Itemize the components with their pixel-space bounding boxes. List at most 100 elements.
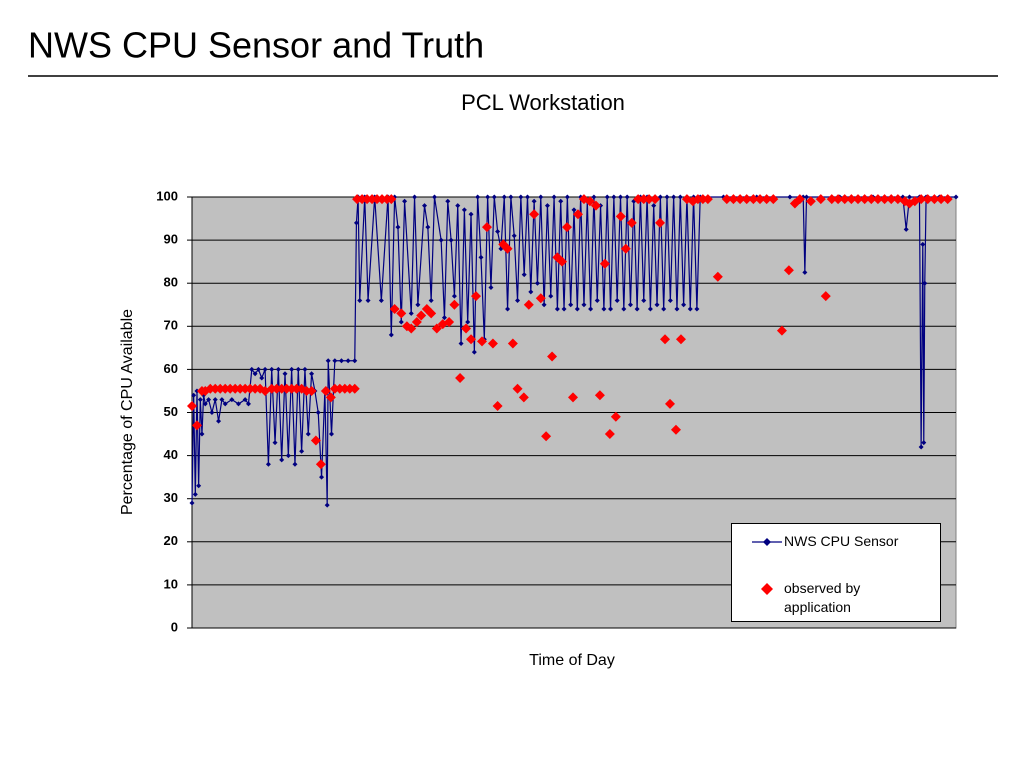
data-point xyxy=(650,194,661,205)
data-point xyxy=(531,198,537,204)
data-point xyxy=(872,194,883,205)
data-point xyxy=(608,306,614,312)
data-point xyxy=(315,410,321,415)
data-point xyxy=(839,194,850,205)
data-point xyxy=(571,207,577,213)
data-point xyxy=(918,444,924,450)
data-point xyxy=(455,373,466,384)
data-point xyxy=(594,390,605,401)
data-point xyxy=(386,194,397,205)
y-tick-label: 80 xyxy=(164,275,178,290)
data-point xyxy=(192,491,198,497)
data-point xyxy=(529,209,540,220)
data-point xyxy=(197,397,203,403)
data-point xyxy=(524,194,530,200)
data-point xyxy=(671,194,677,200)
data-point xyxy=(491,194,497,200)
data-point xyxy=(647,306,653,312)
data-point xyxy=(568,392,579,403)
data-point xyxy=(515,297,521,303)
data-point xyxy=(471,349,477,355)
data-point xyxy=(554,306,560,312)
data-point xyxy=(285,453,291,459)
data-point xyxy=(615,211,626,222)
data-point xyxy=(655,217,666,228)
data-point xyxy=(466,334,477,345)
data-point xyxy=(728,194,739,205)
data-point xyxy=(558,198,564,204)
legend-symbol xyxy=(761,583,773,595)
data-point xyxy=(389,304,400,315)
data-point xyxy=(921,440,927,446)
y-tick-label: 60 xyxy=(164,361,178,376)
data-point xyxy=(572,209,583,220)
data-point xyxy=(411,316,422,327)
y-tick-label: 0 xyxy=(171,619,178,634)
data-point xyxy=(508,194,514,200)
data-point xyxy=(929,194,940,205)
data-point xyxy=(485,194,491,200)
data-point xyxy=(604,194,610,200)
data-point xyxy=(212,397,218,403)
data-point xyxy=(518,392,529,403)
data-point xyxy=(670,424,681,435)
data-point xyxy=(219,397,225,403)
data-point xyxy=(535,293,546,304)
data-point xyxy=(677,194,683,200)
data-point xyxy=(920,241,926,247)
y-tick-label: 20 xyxy=(164,533,178,548)
y-tick-label: 70 xyxy=(164,318,178,333)
data-point xyxy=(396,308,407,319)
data-point xyxy=(461,323,472,334)
data-point xyxy=(936,194,947,205)
data-point xyxy=(833,194,844,205)
data-point xyxy=(886,194,897,205)
data-point xyxy=(302,366,308,372)
data-point xyxy=(826,194,837,205)
data-point xyxy=(815,194,826,205)
data-point xyxy=(694,306,700,312)
data-point xyxy=(402,198,408,204)
data-point xyxy=(431,323,442,334)
data-point xyxy=(590,200,601,211)
data-point xyxy=(349,383,360,394)
data-point xyxy=(353,220,359,226)
data-point xyxy=(299,448,305,454)
data-point xyxy=(551,194,557,200)
data-point xyxy=(481,222,492,233)
data-point xyxy=(805,196,816,207)
data-point xyxy=(468,211,474,217)
data-point xyxy=(438,237,444,243)
data-point xyxy=(265,461,271,467)
data-point xyxy=(528,289,534,295)
data-point xyxy=(518,194,524,200)
data-point xyxy=(324,502,330,508)
data-point xyxy=(187,401,197,412)
data-point xyxy=(755,194,766,205)
data-point xyxy=(365,297,371,303)
data-point xyxy=(448,237,454,243)
data-point xyxy=(310,435,321,446)
data-point xyxy=(601,306,607,312)
data-point xyxy=(378,297,384,303)
data-point xyxy=(451,293,457,299)
data-point xyxy=(953,194,959,200)
data-point xyxy=(651,203,657,209)
data-point xyxy=(305,431,311,437)
data-point xyxy=(422,203,428,209)
data-point xyxy=(741,194,752,205)
data-point xyxy=(444,316,455,327)
data-point xyxy=(236,401,242,407)
data-point xyxy=(776,325,787,336)
data-point xyxy=(614,297,620,303)
data-point xyxy=(196,483,202,489)
data-point xyxy=(488,285,494,291)
data-point xyxy=(306,385,317,396)
data-point xyxy=(853,194,864,205)
data-point xyxy=(644,194,655,205)
data-point xyxy=(627,302,633,308)
data-point xyxy=(735,194,746,205)
data-point xyxy=(458,341,464,347)
data-point xyxy=(507,338,518,349)
